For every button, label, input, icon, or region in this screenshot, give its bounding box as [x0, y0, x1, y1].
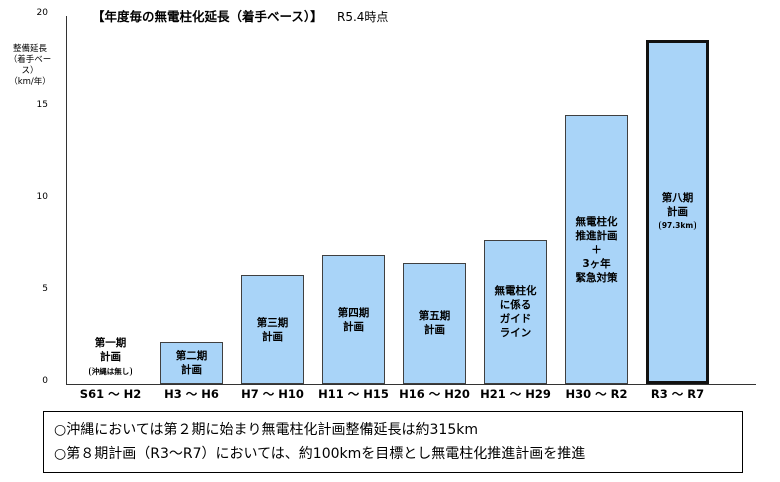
bar-label: 無電柱化 に係る ガイド ライン	[494, 285, 537, 340]
bar-label: 無電柱化 推進計画 ＋ 3ヶ年 緊急対策	[575, 215, 618, 284]
y-tick-label: 5	[42, 284, 48, 294]
bar-label: 第一期 計画	[94, 337, 127, 363]
x-tick-label: H3 ～ H6	[164, 387, 219, 401]
y-tick-label: 0	[42, 376, 48, 386]
bar-note-text: 97.3km	[658, 220, 697, 230]
y-axis-label-line: 整備延長	[12, 44, 47, 54]
x-tick-label: R3 ～ R7	[650, 387, 705, 401]
note-line-2: ○第８期計画（R3～R7）においては、約100kmを目標とし無電柱化推進計画を推…	[54, 446, 586, 462]
bar	[322, 255, 385, 384]
x-tick-label: H30 ～ R2	[565, 387, 628, 401]
y-tick-label: 10	[36, 192, 48, 202]
bar-label: 第五期 計画	[418, 310, 451, 337]
x-tick-label: H16 ～ H20	[399, 387, 470, 401]
x-tick-label: H11 ～ H15	[318, 387, 389, 401]
y-axis-label-line: （着手ベース）	[8, 55, 52, 76]
bar	[484, 240, 547, 384]
bar-note-text: 沖縄は無し	[88, 367, 133, 376]
x-tick-label: H21 ～ H29	[480, 387, 551, 401]
x-axis-line	[66, 384, 756, 385]
notes-box: ○沖縄においては第２期に始まり無電柱化計画整備延長は約315km ○第８期計画（…	[43, 411, 743, 473]
y-axis-label: 整備延長 （着手ベース） （km/年）	[4, 44, 56, 88]
y-axis-label-line: （km/年）	[9, 77, 51, 87]
bar-label: 第三期 計画	[256, 316, 289, 343]
bar	[646, 39, 709, 384]
x-tick-label: S61 ～ H2	[79, 387, 142, 401]
note-line-1: ○沖縄においては第２期に始まり無電柱化計画整備延長は約315km	[54, 422, 478, 438]
bar	[565, 115, 628, 384]
y-tick-label: 15	[36, 100, 48, 110]
x-tick-label: H7 ～ H10	[241, 387, 304, 401]
y-axis-line	[66, 16, 67, 384]
as-of-date: R5.4時点	[337, 10, 389, 24]
bar-label: 第八期 計画	[661, 191, 694, 218]
bar	[403, 262, 466, 384]
bar-note: 97.3km	[646, 220, 709, 230]
chart-title: 【年度毎の無電柱化延長（着手ベース）】 R5.4時点	[92, 6, 388, 25]
bar-note: 沖縄は無し	[79, 366, 142, 377]
bar	[241, 275, 304, 384]
bar-label: 第二期 計画	[175, 349, 208, 376]
bar	[160, 341, 223, 384]
chart-title-text: 【年度毎の無電柱化延長（着手ベース）】	[92, 9, 323, 24]
bar-label: 第四期 計画	[337, 306, 370, 333]
y-tick-label: 20	[36, 8, 48, 18]
